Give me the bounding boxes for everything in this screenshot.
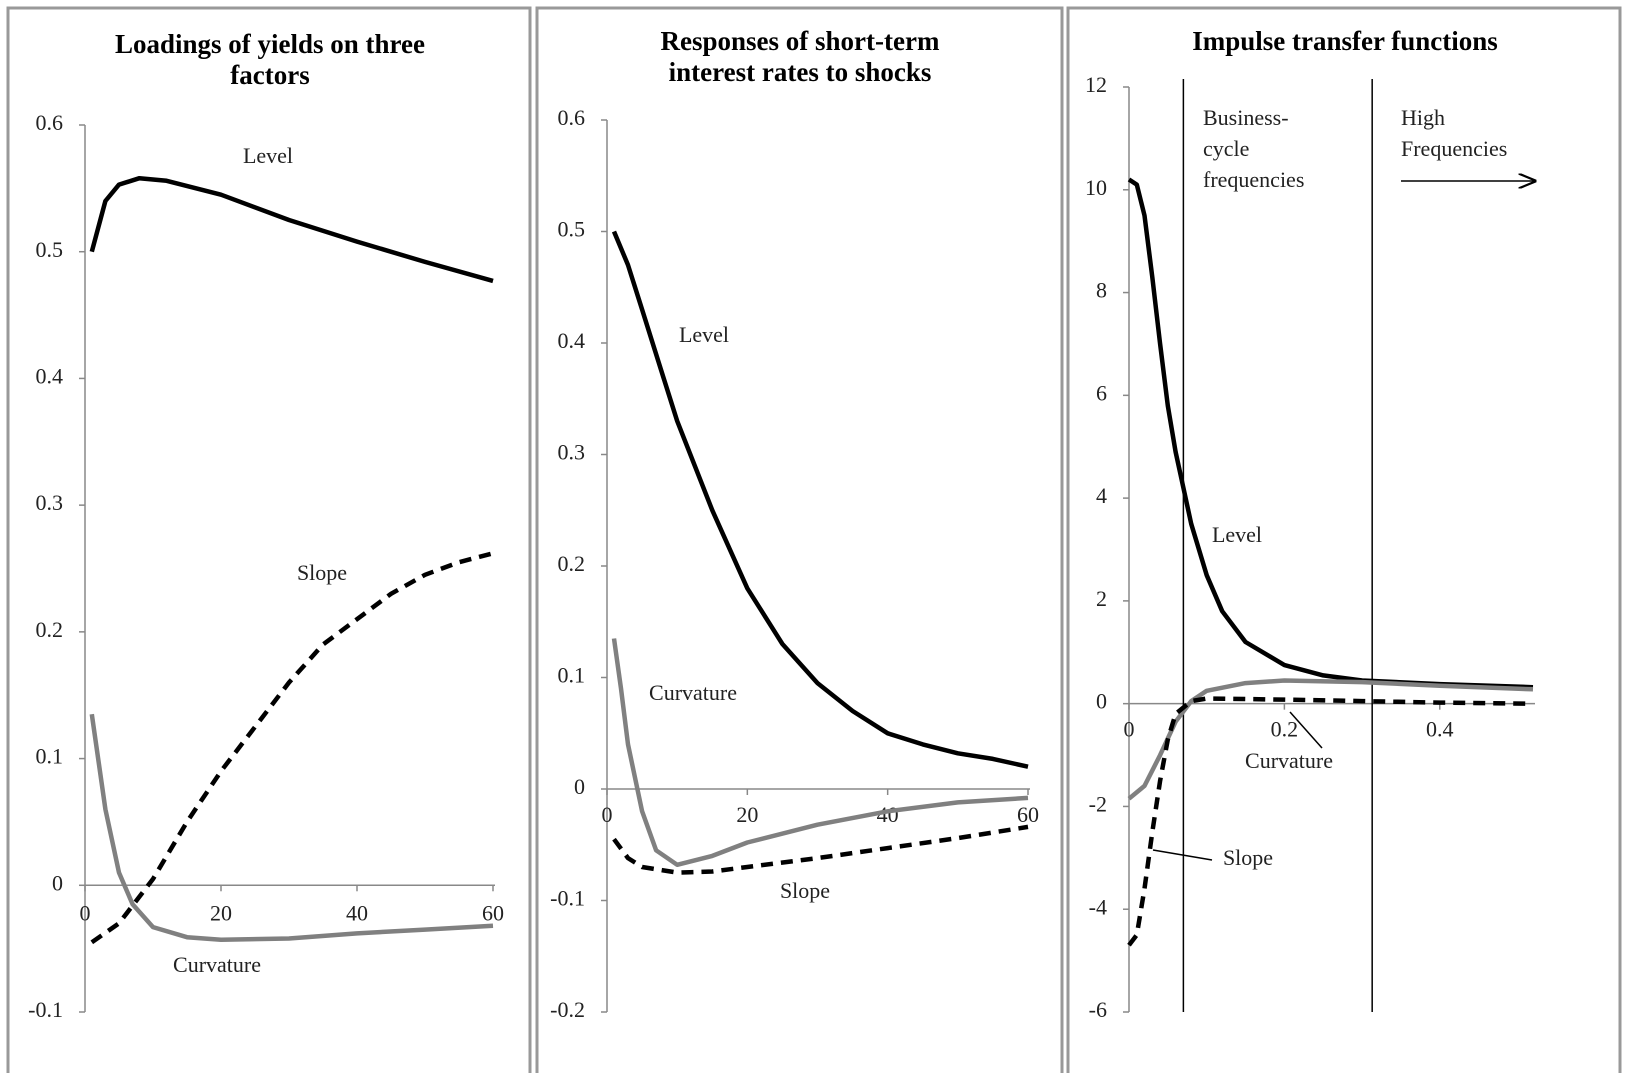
x-tick-label: 60 bbox=[482, 900, 504, 925]
leader-line bbox=[1152, 849, 1213, 861]
series-line bbox=[90, 551, 494, 945]
y-tick-label: 8 bbox=[1096, 278, 1107, 303]
annotation: cycle bbox=[1203, 136, 1249, 161]
y-tick-label: 0.4 bbox=[36, 363, 64, 388]
x-tick-label: 40 bbox=[346, 900, 368, 925]
annotation: High bbox=[1401, 105, 1445, 130]
frames bbox=[6, 6, 1622, 1073]
annotation: frequencies bbox=[1203, 167, 1304, 192]
series-label: Slope bbox=[1223, 845, 1273, 870]
series-label: Slope bbox=[780, 878, 830, 903]
y-tick-label: -0.1 bbox=[550, 886, 585, 911]
y-tick-label: 0.4 bbox=[558, 328, 586, 353]
series-label: Level bbox=[679, 322, 729, 347]
y-tick-label: 0 bbox=[1096, 689, 1107, 714]
panel-title: Responses of short-term interest rates t… bbox=[660, 26, 940, 87]
y-tick-label: -0.2 bbox=[550, 997, 585, 1022]
y-tick-label: 6 bbox=[1096, 380, 1107, 405]
series-line bbox=[89, 175, 494, 284]
y-tick-label: 0 bbox=[574, 774, 585, 799]
series-line bbox=[89, 713, 494, 943]
x-tick-label: 0 bbox=[602, 802, 613, 827]
series-line bbox=[611, 230, 1029, 769]
series-line bbox=[1127, 696, 1534, 947]
y-tick-label: -4 bbox=[1089, 894, 1107, 919]
series-line bbox=[1127, 678, 1534, 801]
series-label: Level bbox=[243, 143, 293, 168]
y-tick-label: 0.6 bbox=[558, 105, 586, 130]
series-label: Curvature bbox=[1245, 748, 1333, 773]
y-tick-label: -0.1 bbox=[28, 997, 63, 1022]
y-tick-label: 0.3 bbox=[36, 490, 64, 515]
annotation: Frequencies bbox=[1401, 136, 1507, 161]
series-label: Curvature bbox=[173, 952, 261, 977]
series-line bbox=[612, 824, 1029, 875]
x-tick-label: 0.2 bbox=[1271, 717, 1299, 742]
y-tick-label: 0 bbox=[52, 870, 63, 895]
y-tick-label: 0.3 bbox=[558, 440, 586, 465]
y-tick-label: 0.2 bbox=[558, 551, 586, 576]
y-tick-label: 0.1 bbox=[558, 663, 586, 688]
series-label: Slope bbox=[297, 560, 347, 585]
y-tick-label: 0.5 bbox=[558, 217, 586, 242]
x-tick-label: 20 bbox=[210, 900, 232, 925]
y-tick-label: 0.5 bbox=[36, 237, 64, 262]
panel-frame bbox=[6, 6, 532, 1073]
y-tick-label: 0.6 bbox=[36, 110, 64, 135]
series-label: Level bbox=[1212, 522, 1262, 547]
y-tick-label: 4 bbox=[1096, 483, 1107, 508]
series-label: Curvature bbox=[649, 680, 737, 705]
y-tick-label: -2 bbox=[1089, 791, 1107, 816]
x-tick-label: 60 bbox=[1017, 802, 1039, 827]
y-tick-label: 2 bbox=[1096, 586, 1107, 611]
annotation: Business- bbox=[1203, 105, 1289, 130]
panel-frame bbox=[1066, 6, 1622, 1073]
panel-title: Impulse transfer functions bbox=[1192, 26, 1498, 56]
y-tick-label: 0.2 bbox=[36, 617, 64, 642]
x-tick-label: 40 bbox=[877, 802, 899, 827]
panel-title: Loadings of yields on three factors bbox=[114, 29, 426, 90]
y-tick-label: 0.1 bbox=[36, 744, 64, 769]
series-line bbox=[1127, 177, 1534, 690]
series-line bbox=[611, 638, 1029, 868]
leader-line bbox=[1289, 711, 1323, 749]
y-tick-label: 10 bbox=[1085, 175, 1107, 200]
x-tick-label: 20 bbox=[736, 802, 758, 827]
y-tick-label: 12 bbox=[1085, 72, 1107, 97]
x-tick-label: 0.4 bbox=[1426, 717, 1454, 742]
panel-frame bbox=[535, 6, 1064, 1073]
x-tick-label: 0 bbox=[80, 900, 91, 925]
x-tick-label: 0 bbox=[1124, 717, 1135, 742]
y-tick-label: -6 bbox=[1089, 997, 1107, 1022]
